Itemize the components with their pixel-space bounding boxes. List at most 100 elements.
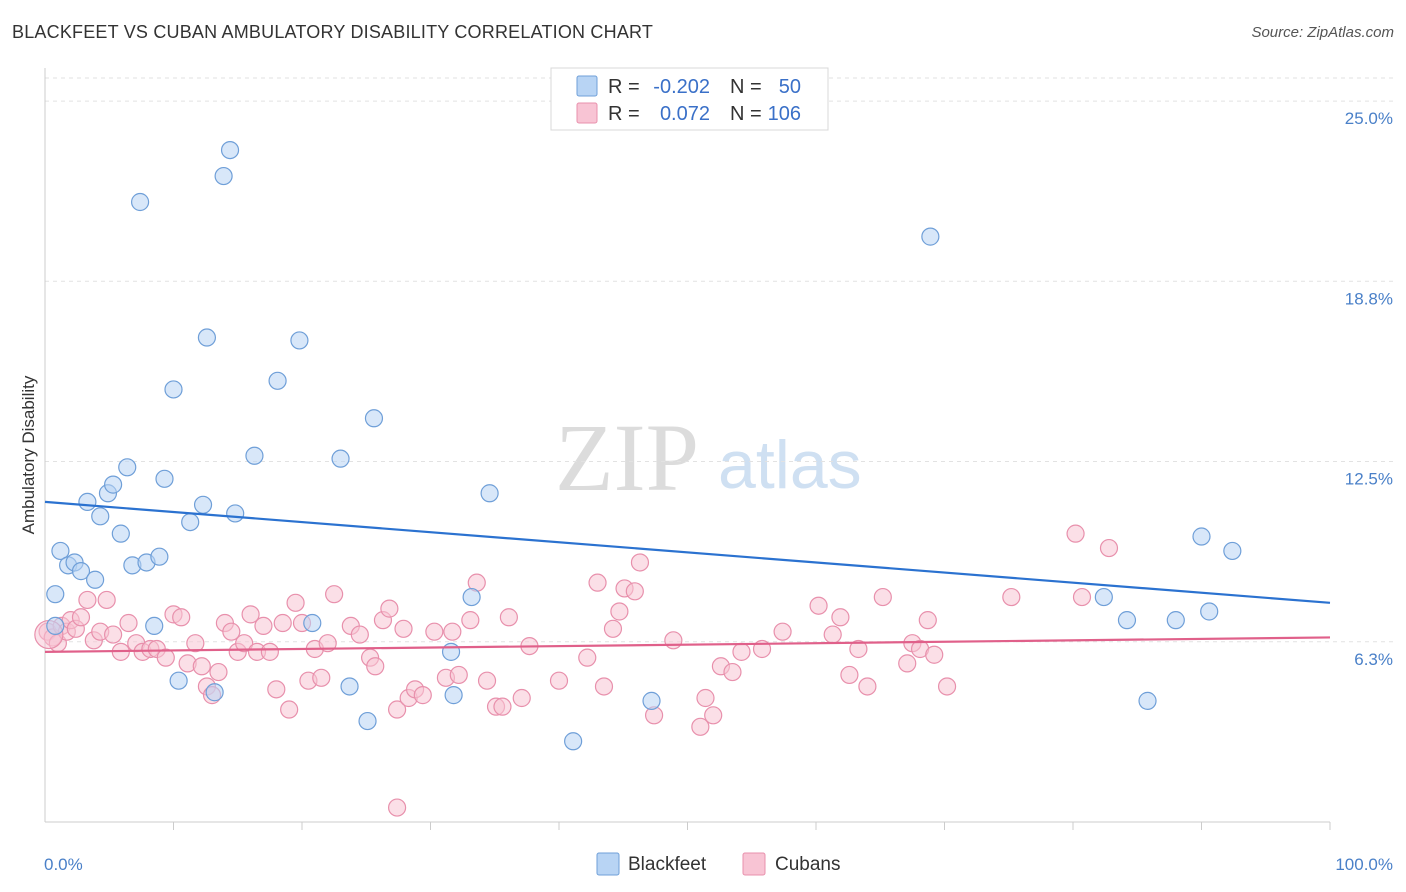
legend-n-value-cubans: 106	[768, 103, 801, 125]
blackfeet-point	[245, 446, 264, 465]
cubans-point	[286, 593, 305, 612]
cubans-point	[1099, 538, 1119, 558]
cubans-point	[254, 616, 273, 636]
y-tick-labels: 25.0% 18.8% 12.5% 6.3%	[1345, 109, 1393, 669]
chart-title: BLACKFEET VS CUBAN AMBULATORY DISABILITY…	[12, 22, 654, 42]
blackfeet-point	[181, 512, 200, 532]
y-axis-title: Ambulatory Disability	[19, 375, 38, 534]
cubans-points	[34, 524, 1119, 817]
cubans-point	[732, 642, 751, 661]
cubans-point	[325, 585, 344, 604]
x-tick-label-max: 100.0%	[1335, 855, 1393, 874]
blackfeet-point	[1200, 602, 1219, 621]
blackfeet-point	[197, 328, 217, 347]
watermark-zip: ZIP	[555, 404, 699, 511]
source-label: Source: ZipAtlas.com	[1251, 24, 1394, 41]
cubans-point	[350, 625, 369, 644]
cubans-point	[549, 671, 569, 690]
blackfeet-point	[564, 732, 583, 751]
cubans-point	[387, 700, 407, 719]
cubans-point	[156, 648, 175, 667]
bottom-legend-cubans: Cubans	[775, 854, 841, 875]
cubans-point	[809, 596, 828, 615]
cubans-point	[425, 622, 444, 641]
legend-n-label-cubans: N =	[730, 103, 762, 125]
cubans-point	[499, 608, 518, 627]
blackfeet-point	[205, 683, 224, 702]
cubans-point	[918, 611, 937, 630]
blackfeet-point	[1117, 611, 1137, 630]
cubans-point	[1066, 524, 1085, 543]
y-tick-label: 18.8%	[1345, 289, 1393, 308]
blackfeet-point	[71, 562, 91, 581]
blackfeet-point	[290, 331, 309, 350]
cubans-point	[192, 657, 211, 676]
legend-r-label-cubans: R =	[608, 103, 640, 125]
bottom-legend-swatch-cubans	[742, 852, 766, 876]
legend-box: R = -0.202 N = 50 R = 0.072 N = 106	[550, 67, 829, 131]
blackfeet-point	[226, 504, 245, 523]
cubans-point	[449, 665, 468, 685]
cubans-point	[588, 573, 607, 592]
watermark-atlas: atlas	[718, 427, 862, 503]
cubans-point	[241, 605, 260, 624]
blackfeet-point	[340, 677, 359, 696]
blackfeet-point	[1094, 587, 1113, 607]
x-ticks	[173, 822, 1331, 830]
cubans-point	[97, 590, 116, 610]
cubans-point	[664, 631, 683, 650]
blackfeet-point	[358, 711, 377, 731]
cubans-point	[625, 582, 644, 601]
cubans-point	[696, 688, 715, 708]
cubans-point	[578, 648, 597, 667]
legend-n-value-blackfeet: 50	[779, 76, 801, 98]
cubans-point	[172, 608, 191, 627]
cubans-point	[773, 622, 792, 641]
cubans-point	[267, 680, 286, 699]
blackfeet-point	[46, 616, 65, 636]
blackfeet-point	[303, 613, 322, 633]
cubans-point	[1002, 587, 1021, 607]
cubans-point	[222, 622, 241, 641]
cubans-point	[477, 671, 497, 690]
cubans-point	[380, 599, 399, 618]
cubans-point	[603, 619, 623, 638]
legend-r-value-blackfeet: -0.202	[653, 76, 710, 98]
blackfeet-point	[155, 469, 174, 488]
cubans-point	[71, 608, 91, 627]
cubans-point	[119, 613, 138, 633]
bottom-legend-swatch-blackfeet	[596, 852, 620, 876]
cubans-point	[723, 662, 742, 682]
blackfeet-point	[193, 495, 213, 514]
blackfeet-point	[51, 541, 70, 561]
cubans-point	[366, 657, 385, 676]
cubans-point	[630, 553, 650, 572]
blackfeet-point	[104, 475, 123, 494]
cubans-point	[312, 668, 331, 687]
cubans-point	[260, 642, 279, 661]
legend-r-label-blackfeet: R =	[608, 76, 640, 98]
y-tick-label: 12.5%	[1345, 470, 1393, 489]
blackfeet-point	[462, 587, 481, 607]
blackfeet-point	[214, 166, 233, 186]
cubans-point	[186, 634, 205, 653]
blackfeet-point	[145, 616, 164, 636]
cubans-point	[704, 706, 723, 725]
cubans-point	[443, 622, 462, 641]
cubans-point	[873, 587, 892, 607]
cubans-point	[394, 619, 413, 638]
blackfeet-point	[1192, 527, 1211, 546]
blackfeet-point	[86, 570, 105, 589]
cubans-point	[209, 662, 228, 682]
legend-r-value-cubans: 0.072	[660, 103, 710, 125]
blackfeet-point	[1223, 541, 1242, 561]
cubans-point	[235, 634, 254, 653]
cubans-point	[273, 613, 292, 633]
blackfeet-point	[150, 547, 169, 566]
cubans-point	[512, 688, 531, 708]
blackfeet-point	[480, 484, 499, 503]
legend-n-label-blackfeet: N =	[730, 76, 762, 98]
cubans-point	[1072, 587, 1092, 607]
cubans-point	[461, 611, 480, 630]
